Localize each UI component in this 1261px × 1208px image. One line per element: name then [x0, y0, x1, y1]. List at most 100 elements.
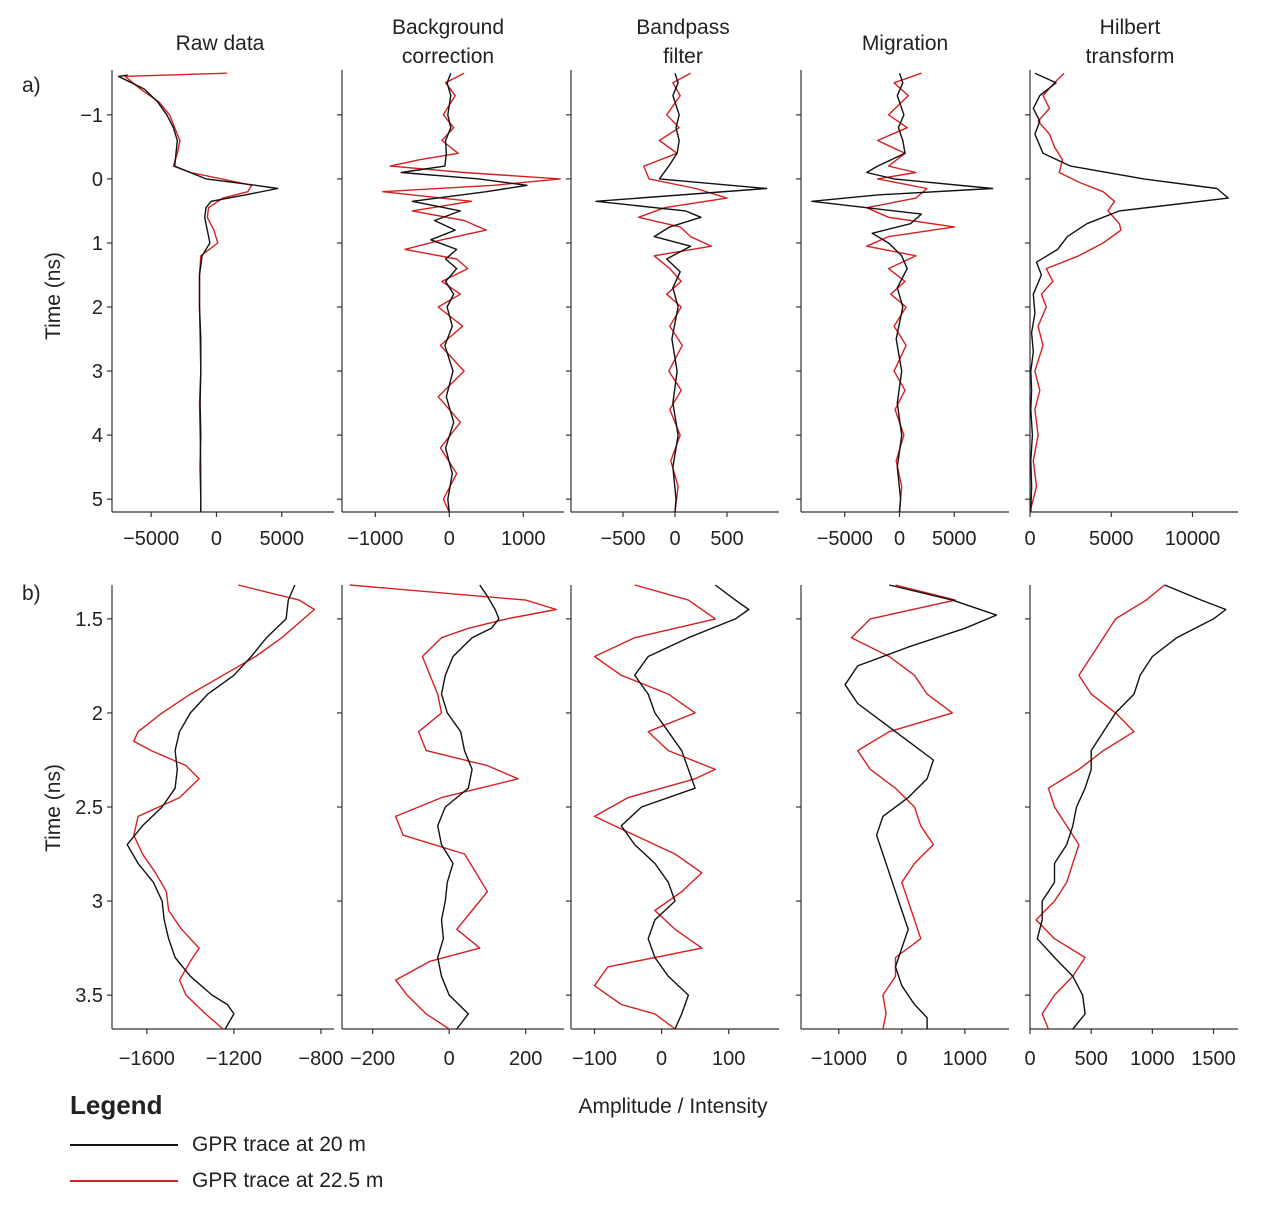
x-tick-label: 0	[896, 1048, 907, 1070]
panel: 1.5 2 2.5 3 3.5 −1600 −1200 −800	[75, 584, 343, 1070]
column-title-line: Hilbert	[1100, 16, 1161, 39]
column-title-line: Bandpass	[636, 16, 729, 39]
legend-item-20m: GPR trace at 20 m	[70, 1127, 383, 1163]
x-tick-label: 0	[211, 528, 222, 550]
trace-line-20m	[117, 74, 279, 512]
column-title: Raw data	[176, 32, 265, 55]
panel: −200 0 200	[337, 584, 564, 1070]
panel: 0 5000 10000	[1024, 70, 1238, 550]
x-tick-label: 5000	[260, 528, 305, 550]
column-title: Background correction	[392, 16, 504, 68]
row-labels: a) b)	[22, 74, 41, 605]
y-tick-label: 2.5	[75, 797, 103, 819]
trace-line-20m	[620, 584, 750, 1030]
trace-line-22-5m	[1035, 584, 1166, 1030]
x-tick-label: 0	[669, 528, 680, 550]
y-tick-label: 0	[92, 169, 103, 191]
column-title-line: transform	[1086, 45, 1175, 68]
x-tick-label: 1000	[943, 1048, 988, 1070]
x-tick-label: −500	[600, 528, 645, 550]
y-tick-label: −1	[80, 105, 103, 127]
trace-line-22-5m	[133, 584, 316, 1030]
panel: −5000 0 5000	[796, 70, 1009, 550]
column-titles: Raw data Background correction Bandpass filt…	[176, 16, 1175, 68]
y-axis-label-a: Time (ns)	[42, 252, 65, 340]
x-tick-label: −200	[350, 1048, 395, 1070]
x-tick-label: −800	[298, 1048, 343, 1070]
trace-line-20m	[844, 584, 998, 1029]
legend-label-20m: GPR trace at 20 m	[192, 1133, 366, 1156]
x-tick-label: 10000	[1165, 528, 1221, 550]
x-tick-label: 0	[1024, 528, 1035, 550]
x-tick-label: 200	[509, 1048, 542, 1070]
legend-swatch-22-5m	[70, 1180, 178, 1182]
column-title-line: Raw data	[176, 32, 265, 55]
x-tick-label: 100	[712, 1048, 745, 1070]
trace-line-20m	[400, 72, 528, 513]
y-tick-label: 5	[92, 489, 103, 511]
row-label: b)	[22, 582, 41, 605]
y-tick-label: 3	[92, 891, 103, 913]
column-title: Bandpass filter	[636, 16, 729, 68]
x-tick-label: 1000	[1130, 1048, 1175, 1070]
y-tick-label: 3.5	[75, 985, 103, 1007]
trace-line-20m	[1036, 584, 1227, 1030]
x-tick-label: −5000	[817, 528, 873, 550]
trace-line-20m	[437, 584, 500, 1030]
y-tick-label: 4	[92, 425, 103, 447]
trace-line-22-5m	[124, 72, 253, 512]
x-tick-label: 0	[1024, 1048, 1035, 1070]
x-tick-label: 0	[656, 1048, 667, 1070]
x-tick-label: 1000	[501, 528, 546, 550]
x-tick-label: −1600	[119, 1048, 175, 1070]
x-tick-label: −1000	[811, 1048, 867, 1070]
legend-title: Legend	[70, 1090, 163, 1120]
y-tick-label: 2	[92, 703, 103, 725]
x-tick-label: 0	[444, 528, 455, 550]
trace-line-22-5m	[382, 72, 561, 513]
x-tick-label: 1500	[1191, 1048, 1236, 1070]
x-axis-label: Amplitude / Intensity	[578, 1095, 768, 1118]
trace-line-22-5m	[593, 584, 716, 1030]
column-title: Migration	[862, 32, 948, 55]
trace-line-20m	[126, 584, 296, 1030]
row-label: a)	[22, 74, 41, 97]
column-title-line: correction	[402, 45, 494, 68]
trace-line-20m	[1030, 72, 1230, 513]
legend-item-22-5m: GPR trace at 22.5 m	[70, 1163, 383, 1199]
trace-line-20m	[595, 72, 768, 513]
x-tick-label: −1200	[206, 1048, 262, 1070]
column-title-line: Migration	[862, 32, 948, 55]
legend: Legend GPR trace at 20 m GPR trace at 22…	[70, 1090, 383, 1199]
column-title-line: filter	[663, 45, 703, 68]
trace-line-22-5m	[349, 584, 557, 1030]
y-tick-label: 2	[92, 297, 103, 319]
x-tick-label: 500	[1074, 1048, 1107, 1070]
x-tick-label: −100	[572, 1048, 617, 1070]
trace-line-22-5m	[1029, 72, 1122, 513]
x-tick-label: 500	[710, 528, 743, 550]
trace-line-22-5m	[850, 584, 957, 1030]
legend-label-22-5m: GPR trace at 22.5 m	[192, 1169, 384, 1192]
trace-line-22-5m	[637, 72, 728, 513]
x-tick-label: −1000	[347, 528, 403, 550]
x-tick-label: 5000	[1089, 528, 1134, 550]
y-tick-label: 3	[92, 361, 103, 383]
trace-line-22-5m	[866, 72, 955, 513]
y-tick-label: 1.5	[75, 609, 103, 631]
panel: −1 0 1 2 3 4 5 −5000 0 5000	[80, 70, 334, 550]
panel: −1000 0 1000	[796, 584, 1009, 1070]
x-tick-label: 5000	[932, 528, 977, 550]
x-tick-label: 0	[894, 528, 905, 550]
legend-swatch-20m	[70, 1144, 178, 1146]
y-axis-label-b: Time (ns)	[42, 764, 65, 852]
panel: 0 500 1000 1500	[1024, 584, 1238, 1070]
y-tick-label: 1	[92, 233, 103, 255]
column-title-line: Background	[392, 16, 504, 39]
panel: −1000 0 1000	[337, 70, 564, 550]
trace-line-20m	[811, 72, 994, 513]
panel: −100 0 100	[566, 584, 779, 1070]
column-title: Hilbert transform	[1086, 16, 1175, 68]
